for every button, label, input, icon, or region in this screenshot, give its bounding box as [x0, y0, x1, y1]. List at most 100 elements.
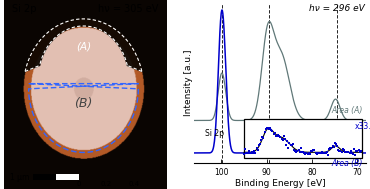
Point	[278, 135, 283, 138]
Point	[296, 149, 302, 152]
Point	[332, 142, 338, 145]
Point	[317, 151, 323, 154]
Point	[314, 152, 320, 155]
Bar	[244, 119, 362, 158]
Point	[305, 153, 310, 156]
Point	[290, 143, 296, 146]
Point	[353, 150, 359, 153]
Point	[344, 150, 350, 153]
Point	[310, 149, 316, 152]
Point	[291, 149, 297, 152]
Point	[301, 151, 307, 154]
Point	[247, 152, 253, 155]
Text: x33.7: x33.7	[355, 122, 370, 131]
Point	[251, 150, 257, 153]
Point	[270, 132, 276, 135]
Point	[324, 150, 330, 153]
Point	[356, 149, 361, 152]
Point	[260, 136, 266, 139]
Bar	[4, 0, 166, 23]
Text: 0.2: 0.2	[101, 181, 112, 187]
Point	[315, 152, 321, 155]
Point	[252, 151, 258, 154]
Point	[285, 146, 291, 149]
Point	[335, 149, 341, 152]
Text: Al 2p: Al 2p	[323, 129, 342, 138]
Point	[276, 135, 282, 138]
Bar	[4, 167, 166, 189]
Point	[350, 153, 356, 156]
Point	[308, 149, 314, 153]
Text: (B): (B)	[74, 98, 92, 110]
Point	[318, 152, 324, 155]
Point	[279, 137, 285, 140]
Point	[284, 139, 290, 143]
Text: 1 μm: 1 μm	[10, 173, 30, 182]
Point	[336, 149, 342, 152]
Point	[334, 144, 340, 147]
Point	[245, 152, 250, 155]
Point	[265, 127, 271, 130]
Text: hν = 305 eV: hν = 305 eV	[98, 4, 158, 13]
Point	[259, 135, 265, 138]
Point	[330, 144, 336, 147]
Point	[282, 138, 288, 141]
Point	[242, 148, 248, 151]
Point	[293, 151, 299, 154]
Point	[337, 149, 343, 152]
Point	[322, 151, 327, 154]
Point	[358, 150, 364, 153]
Point	[283, 143, 289, 146]
Point	[295, 149, 300, 153]
Point	[281, 134, 287, 137]
Text: Area (B): Area (B)	[331, 159, 363, 168]
Point	[287, 144, 293, 147]
Point	[292, 150, 298, 153]
Point	[246, 149, 252, 153]
Polygon shape	[25, 19, 142, 71]
Text: Zn 3p: Zn 3p	[253, 129, 276, 138]
X-axis label: Binding Energy [eV]: Binding Energy [eV]	[235, 179, 326, 188]
Point	[333, 143, 339, 146]
Text: Area (A): Area (A)	[331, 106, 363, 115]
Point	[263, 128, 269, 131]
Point	[255, 148, 261, 151]
Point	[272, 131, 278, 134]
Text: hν = 296 eV: hν = 296 eV	[309, 5, 364, 13]
Point	[300, 150, 306, 153]
Point	[280, 138, 286, 141]
Point	[274, 134, 280, 137]
Point	[297, 150, 303, 153]
Point	[257, 142, 263, 145]
Point	[286, 141, 292, 144]
Point	[269, 130, 275, 133]
Point	[253, 146, 259, 149]
Point	[327, 147, 333, 150]
Bar	[56, 174, 78, 180]
Text: 0.4: 0.4	[128, 181, 139, 187]
Point	[326, 148, 332, 151]
Point	[340, 147, 346, 150]
Point	[249, 151, 255, 154]
Point	[342, 150, 348, 153]
Point	[349, 152, 355, 155]
Point	[346, 151, 352, 154]
Text: Si 2p: Si 2p	[205, 129, 224, 138]
Bar	[33, 174, 78, 180]
Point	[331, 146, 337, 149]
Point	[325, 153, 331, 156]
Point	[354, 149, 360, 153]
Point	[348, 150, 354, 153]
Point	[243, 152, 249, 155]
Text: 0: 0	[76, 181, 81, 187]
Point	[302, 153, 308, 156]
Point	[262, 130, 268, 133]
Point	[316, 151, 322, 154]
Point	[306, 152, 312, 155]
Text: (A): (A)	[76, 42, 91, 52]
Point	[309, 149, 315, 153]
Point	[268, 129, 274, 132]
Point	[241, 153, 247, 156]
Text: Si 2p: Si 2p	[12, 4, 36, 13]
Point	[266, 128, 272, 131]
